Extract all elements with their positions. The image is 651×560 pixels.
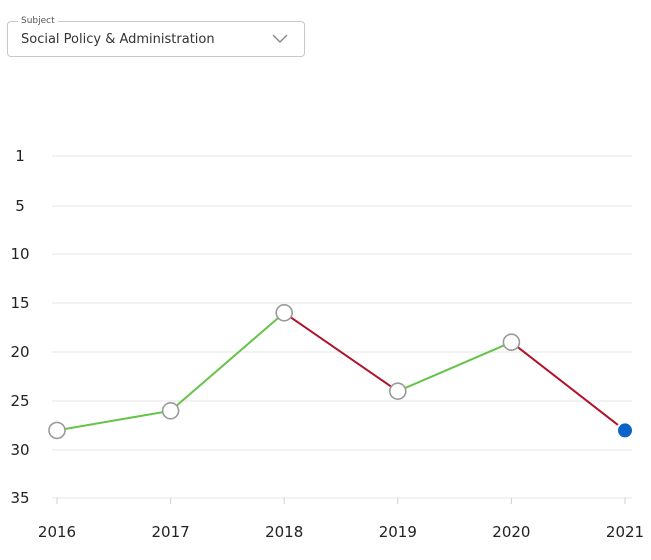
data-point — [161, 401, 180, 420]
subject-select[interactable]: Subject Social Policy & Administration — [7, 15, 305, 57]
series-segment — [396, 341, 513, 393]
series-segment — [56, 409, 172, 432]
x-tick-label: 2021 — [606, 523, 644, 541]
data-point — [502, 333, 521, 352]
chevron-down-icon — [272, 34, 288, 43]
y-tick-label: 10 — [10, 245, 29, 263]
y-tick-label: 30 — [10, 441, 29, 459]
current-point-marker — [616, 421, 634, 440]
y-tick-label: 20 — [10, 343, 29, 361]
x-tick-label: 2016 — [38, 523, 76, 541]
y-tick-label: 1 — [15, 147, 25, 165]
y-tick-label: 15 — [10, 294, 29, 312]
y-tick-label: 25 — [10, 392, 29, 410]
x-tick-label: 2018 — [265, 523, 303, 541]
series-segment — [510, 341, 626, 432]
x-tick-label: 2017 — [152, 523, 190, 541]
x-tick-label: 2019 — [379, 523, 417, 541]
x-tick-label: 2020 — [492, 523, 530, 541]
y-tick-label: 5 — [15, 197, 25, 215]
subject-select-value: Social Policy & Administration — [21, 32, 215, 47]
series-segment — [283, 311, 399, 393]
data-point — [275, 303, 294, 322]
data-point — [48, 421, 66, 440]
data-point — [388, 382, 407, 401]
series-segment — [169, 311, 286, 412]
subject-select-label: Subject — [18, 15, 58, 27]
y-tick-label: 35 — [10, 489, 29, 507]
